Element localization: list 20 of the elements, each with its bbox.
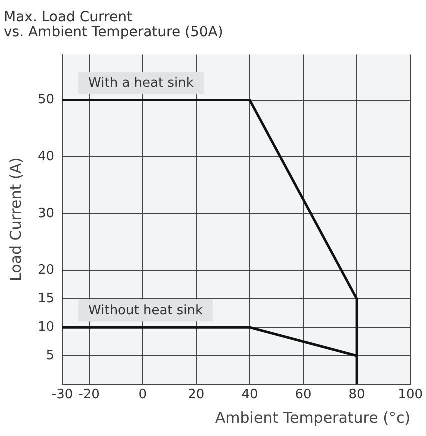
y-tick-label: 40	[38, 149, 55, 164]
y-tick-label: 10	[38, 320, 55, 335]
y-axis-title: Load Current (A)	[6, 158, 25, 282]
y-tick-label: 15	[38, 292, 55, 307]
y-tick-label: 30	[38, 206, 55, 222]
x-tick-label: 60	[295, 388, 312, 403]
x-tick-label: -30	[52, 388, 74, 403]
series-label: With a heat sink	[88, 76, 194, 92]
y-tick-label: 20	[38, 263, 55, 278]
y-tick-label: 50	[38, 92, 55, 108]
x-tick-label: 0	[138, 388, 147, 403]
y-tick-label: 5	[46, 348, 55, 364]
x-tick-label: 80	[348, 388, 366, 403]
x-tick-label: 100	[398, 388, 424, 403]
chart-title: Max. Load Current vs. Ambient Temperature (50A)	[4, 9, 224, 41]
x-axis-title: Ambient Temperature (°c)	[215, 408, 411, 427]
series-label: Without heat sink	[88, 303, 204, 318]
x-tick-label: 40	[242, 388, 258, 403]
x-tick-label: 20	[188, 388, 205, 403]
x-tick-label: -20	[78, 388, 100, 403]
